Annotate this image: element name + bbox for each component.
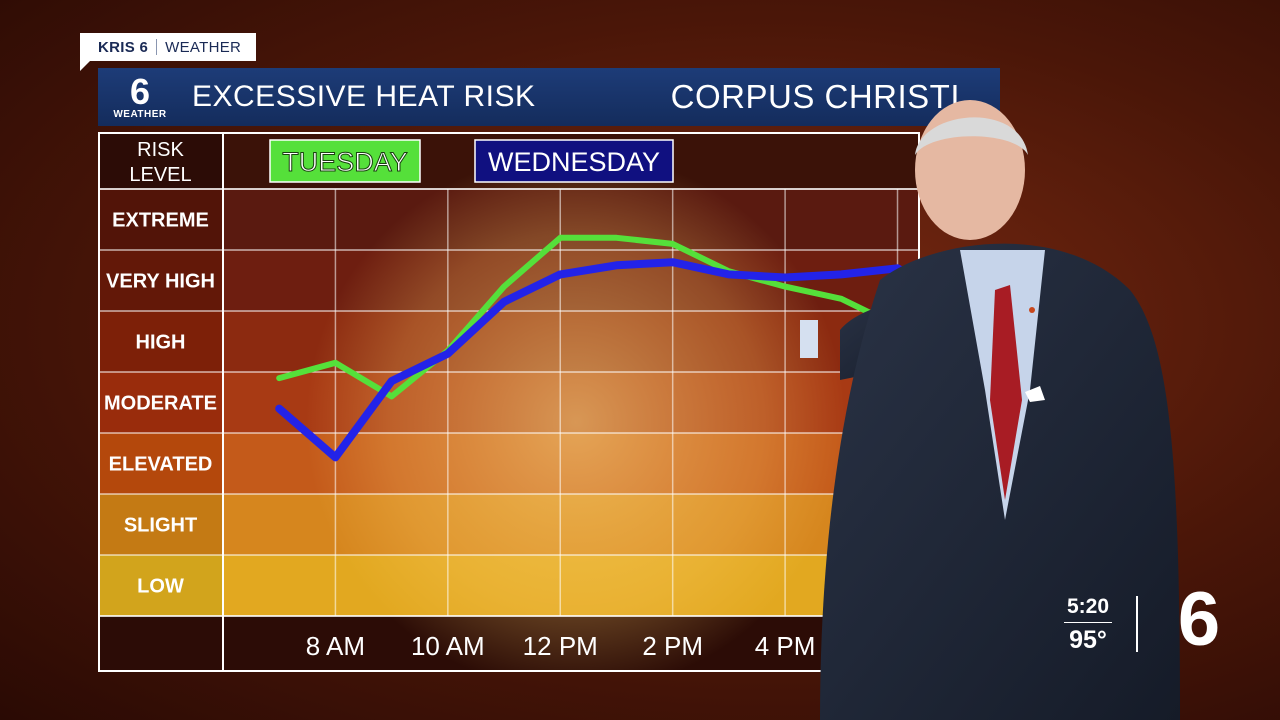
risk-level-label: VERY HIGH — [106, 271, 215, 293]
brand-separator — [156, 39, 158, 55]
page-title: EXCESSIVE HEAT RISK — [192, 80, 536, 113]
risk-label-cell — [98, 250, 223, 311]
station-logo: 6 WEATHER — [98, 68, 182, 126]
network-logo: 6 — [1177, 577, 1221, 662]
graphic-header: 6 WEATHER EXCESSIVE HEAT RISK CORPUS CHR… — [98, 68, 1000, 126]
station-logo-number: 6 — [129, 70, 151, 112]
risk-label-cell — [98, 555, 223, 616]
brand-tag-notch — [80, 61, 90, 71]
section-name: WEATHER — [165, 38, 242, 56]
legend-label-wednesday: WEDNESDAY — [488, 147, 660, 177]
risk-level-header: LEVEL — [129, 164, 191, 186]
x-tick-label: 4 PM — [755, 631, 816, 661]
station-name: KRIS 6 — [98, 38, 149, 56]
risk-level-label: EXTREME — [112, 210, 209, 232]
legend-label-tuesday: TUESDAY — [282, 147, 408, 177]
station-brand-tag: KRIS 6 WEATHER — [80, 33, 256, 61]
current-temperature: 95° — [1069, 626, 1107, 654]
bug-separator — [1136, 596, 1138, 652]
legend-swatch-tuesday — [269, 139, 421, 183]
x-tick-label: 8 AM — [306, 631, 365, 661]
risk-level-label: ELEVATED — [109, 454, 213, 476]
meteorologist-figure — [800, 100, 1180, 720]
risk-level-label: MODERATE — [104, 393, 217, 415]
risk-level-header: RISK — [137, 139, 184, 161]
risk-level-label: SLIGHT — [124, 515, 197, 537]
heat-risk-chart: EXTREME VERY HIGH HIGH MODERATE ELEVATED SLIG… — [98, 132, 920, 672]
x-tick-label: 10 AM — [411, 631, 485, 661]
risk-label-cell — [98, 494, 223, 555]
clock-temp-bug: 5:20 95° — [1058, 594, 1118, 655]
station-logo-label: WEATHER — [113, 108, 167, 120]
city-name: CORPUS CHRISTI — [670, 78, 960, 115]
risk-label-cell — [98, 433, 223, 494]
risk-label-cell — [98, 311, 223, 372]
risk-level-label: LOW — [137, 576, 184, 598]
clock-divider — [1064, 622, 1112, 623]
sun-glow — [306, 152, 846, 672]
legend-swatch-wednesday — [474, 139, 674, 183]
x-tick-label: 2 PM — [642, 631, 703, 661]
x-tick-label: 12 PM — [523, 631, 598, 661]
risk-level-label: HIGH — [136, 332, 186, 354]
risk-label-cell — [98, 189, 223, 250]
risk-label-cell — [98, 372, 223, 433]
clock-time: 5:20 — [1066, 595, 1110, 618]
